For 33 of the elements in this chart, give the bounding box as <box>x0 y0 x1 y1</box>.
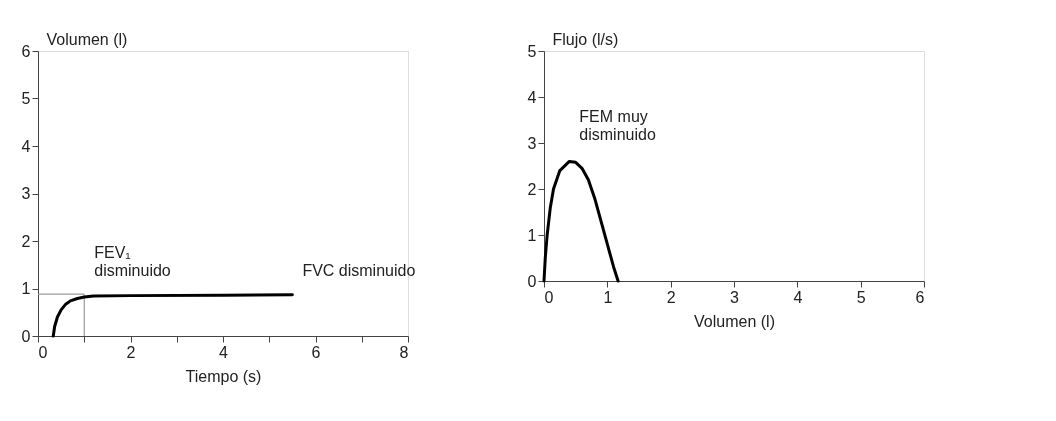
x-tick-label: 2 <box>666 288 676 306</box>
annotation: FEM muy disminuido <box>579 108 656 144</box>
y-tick-label: 4 <box>21 137 31 155</box>
x-tick-label: 3 <box>730 288 740 306</box>
x-tick-label: 4 <box>219 343 229 361</box>
x-axis-title: Tiempo (s) <box>185 367 262 385</box>
x-tick-label: 4 <box>793 288 803 306</box>
annotation: FVC disminuido <box>302 261 416 279</box>
x-tick-label: 6 <box>311 343 321 361</box>
y-tick-label: 4 <box>527 88 537 106</box>
y-tick-label: 1 <box>527 226 537 244</box>
y-tick-label: 6 <box>21 42 31 60</box>
y-tick-label: 0 <box>527 272 537 290</box>
x-tick-label: 2 <box>126 343 136 361</box>
x-tick-label: 1 <box>603 288 613 306</box>
y-axis-title: Flujo (l/s) <box>552 30 619 48</box>
x-tick-label: 5 <box>856 288 866 306</box>
x-axis-title: Volumen (l) <box>694 312 775 330</box>
line-series <box>542 159 620 283</box>
x-tick-label: 6 <box>915 288 925 306</box>
line-series <box>51 293 294 338</box>
y-tick-label: 2 <box>527 180 537 198</box>
y-axis-title: Volumen (l) <box>46 30 128 48</box>
y-tick-label: 2 <box>21 232 31 250</box>
y-tick-label: 0 <box>21 327 31 345</box>
y-tick-label: 5 <box>21 90 31 107</box>
y-tick-label: 3 <box>21 185 31 202</box>
x-tick-label: 8 <box>399 343 409 361</box>
x-tick-label: 0 <box>38 343 48 361</box>
annotation: FEV₁ disminuido <box>94 244 171 280</box>
y-tick-label: 5 <box>527 42 537 60</box>
y-tick-label: 3 <box>527 134 537 152</box>
x-tick-label: 0 <box>544 288 554 306</box>
